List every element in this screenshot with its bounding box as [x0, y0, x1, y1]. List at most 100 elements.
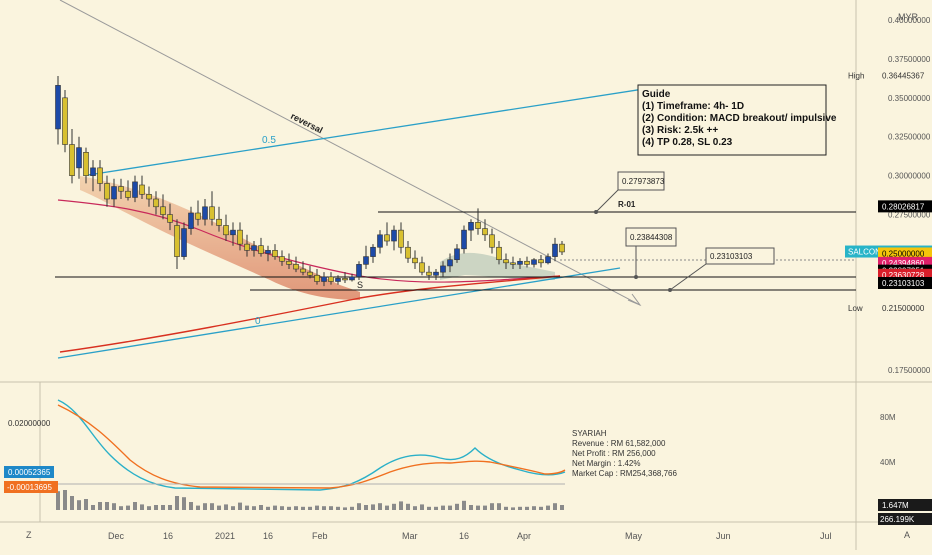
candle-body: [412, 257, 418, 264]
volume-bar: [259, 505, 263, 510]
candle-body: [349, 276, 355, 281]
candle-body: [83, 152, 89, 176]
volume-bar: [91, 505, 95, 510]
volume-bar: [56, 491, 60, 510]
candle-body: [468, 222, 474, 231]
candle-body: [76, 147, 82, 169]
candle-body: [146, 194, 152, 200]
candle-body: [181, 228, 187, 257]
price-tick-label: 0.30000000: [888, 172, 931, 181]
price-axis-labels: 0.36445367High0.280268170.25125000SALCON…: [845, 71, 932, 313]
reversal-arrowhead: [627, 293, 642, 307]
candle-body: [475, 222, 481, 229]
candle-body: [461, 229, 467, 250]
candle-body: [251, 245, 257, 251]
volume-bar: [420, 504, 424, 510]
volume-bar: [518, 506, 522, 510]
candle-body: [258, 245, 264, 254]
volume-bar: [448, 505, 452, 510]
volume-bar: [189, 502, 193, 510]
volume-bar: [406, 503, 410, 510]
price-label-value: 0.23103103: [882, 279, 925, 288]
volume-bar: [294, 506, 298, 510]
candle-body: [307, 271, 313, 276]
fundamentals-marketcap: Market Cap : RM254,368,766: [572, 469, 677, 478]
candle-body: [559, 243, 565, 253]
volume-bar: [105, 502, 109, 510]
price-tick-label: 0.27500000: [888, 211, 931, 220]
zoom-button[interactable]: Z: [26, 530, 32, 540]
candle-body: [293, 264, 299, 270]
time-tick-label: Dec: [108, 531, 125, 541]
candle-body: [531, 259, 537, 265]
volume-bar: [287, 506, 291, 510]
volume-ma-label: 266.199K: [880, 515, 915, 524]
candle-body: [356, 264, 362, 278]
volume-bar: [112, 503, 116, 510]
volume-bar: [224, 504, 228, 510]
support-label: S: [357, 280, 363, 290]
volume-bars: [56, 490, 564, 510]
time-tick-label: 2021: [215, 531, 235, 541]
candle-body: [125, 190, 131, 198]
price-label-prefix: Low: [848, 304, 863, 313]
volume-bar: [413, 506, 417, 510]
candle-body: [300, 268, 306, 273]
volume-bar: [175, 496, 179, 510]
time-tick-label: Apr: [517, 531, 531, 541]
candle-body: [503, 259, 509, 264]
time-tick-label: 16: [163, 531, 173, 541]
volume-bar: [231, 506, 235, 510]
candle-body: [195, 212, 201, 220]
volume-bar: [469, 505, 473, 510]
volume-bar: [245, 505, 249, 510]
volume-bar: [133, 502, 137, 510]
callout-1-dot: [594, 210, 598, 214]
guide-line-1: (1) Timeframe: 4h- 1D: [642, 101, 744, 112]
callout-2-text: 0.23844308: [630, 233, 673, 242]
candle-body: [167, 214, 173, 223]
price-axis[interactable]: 0.40000000 0.37500000 0.35000000 0.32500000…: [888, 16, 931, 375]
volume-tick-80m: 80M: [880, 413, 896, 422]
price-label-prefix: High: [848, 71, 864, 80]
volume-bar: [539, 506, 543, 510]
volume-bar: [322, 506, 326, 510]
candle-body: [216, 218, 222, 226]
macd-axis-tick: 0.02000000: [8, 419, 51, 428]
signal-line: [57, 404, 566, 489]
candle-body: [419, 262, 425, 273]
auto-scale-button[interactable]: A: [904, 530, 910, 540]
candle-body: [118, 186, 124, 192]
volume-bar: [441, 505, 445, 510]
price-label-value: 0.23630728: [882, 271, 925, 280]
price-label-value: 0.25000000: [882, 249, 925, 258]
volume-value-label: 1.647M: [882, 501, 909, 510]
volume-bar: [154, 505, 158, 510]
candle-body: [426, 271, 432, 276]
candle-body: [286, 260, 292, 265]
volume-bar: [343, 507, 347, 510]
candle-body: [391, 229, 397, 242]
volume-bar: [126, 505, 130, 510]
volume-bar: [63, 490, 67, 510]
candle-body: [440, 265, 446, 273]
volume-bar: [217, 505, 221, 510]
candle-body: [188, 212, 194, 229]
candle-body: [132, 181, 138, 198]
candle-body: [209, 206, 215, 220]
volume-bar: [525, 506, 529, 510]
ema-cloud-2: [440, 252, 555, 280]
ema-trend-line: [59, 275, 561, 353]
candles-group: [55, 76, 565, 287]
volume-bar: [385, 505, 389, 510]
time-axis[interactable]: Dec 16 2021 16 Feb Mar 16 Apr May Jun Jul: [108, 531, 832, 541]
volume-bar: [462, 500, 466, 510]
price-label-value: 0.36445367: [882, 71, 925, 80]
volume-bar: [427, 506, 431, 510]
candle-body: [328, 276, 334, 282]
fib-half-line: [87, 87, 651, 176]
candle-body: [552, 243, 558, 257]
volume-bar: [357, 503, 361, 510]
